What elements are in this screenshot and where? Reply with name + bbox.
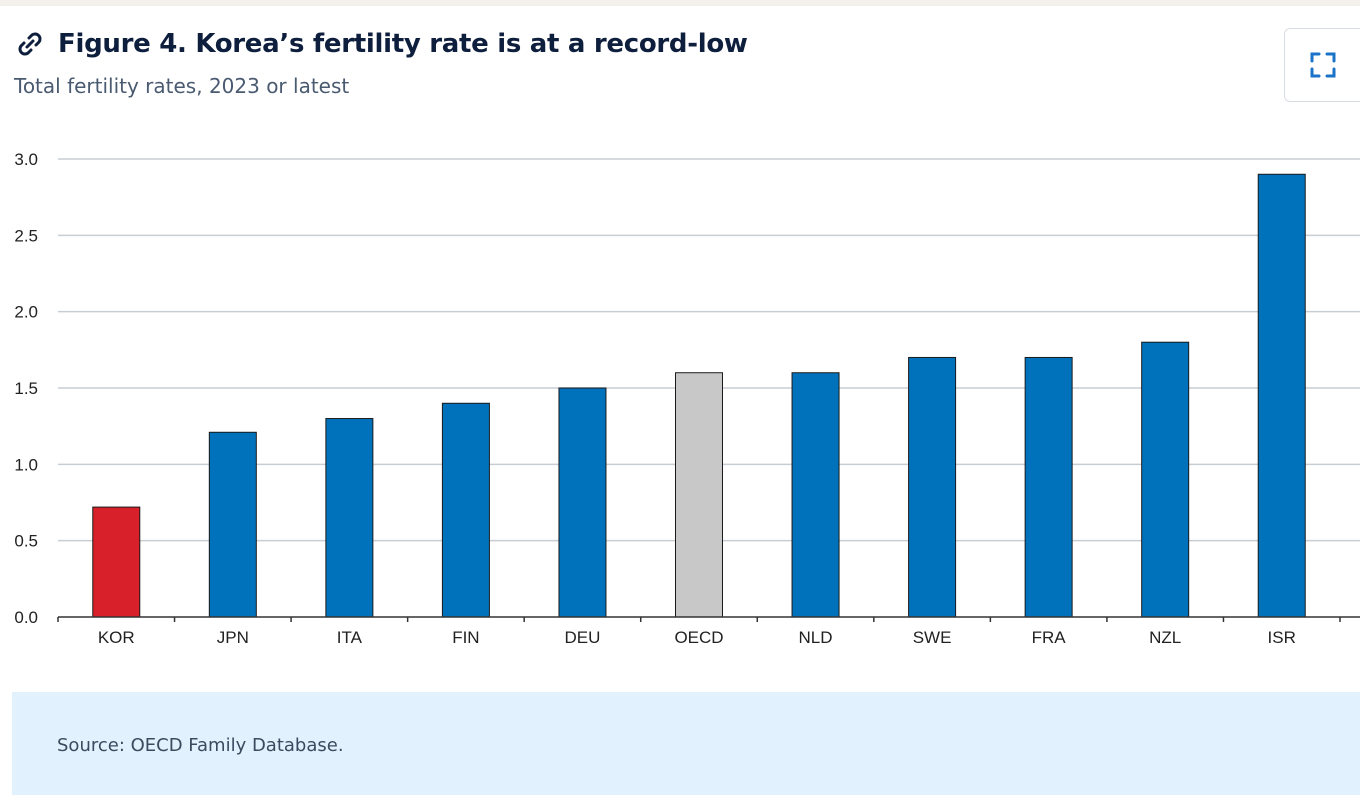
- bar-oecd: [675, 372, 723, 618]
- y-tick-label: 0.0: [14, 608, 38, 627]
- bar-isr: [1257, 173, 1306, 618]
- bar-nld: [791, 372, 840, 618]
- x-tick-label: OECD: [674, 628, 723, 647]
- x-tick-label: NZL: [1149, 628, 1181, 647]
- bar-fra: [1024, 356, 1073, 618]
- figure-header: Figure 4. Korea’s fertility rate is at a…: [14, 28, 1254, 98]
- bar-deu: [558, 387, 607, 618]
- y-tick-label: 0.5: [14, 532, 38, 551]
- x-tick-label: NLD: [799, 628, 833, 647]
- x-tick-label: SWE: [913, 628, 952, 647]
- figure-card: Figure 4. Korea’s fertility rate is at a…: [0, 6, 1360, 795]
- bar-ita: [325, 418, 374, 618]
- x-tick-label: DEU: [565, 628, 601, 647]
- bar-swe: [908, 356, 957, 618]
- y-tick-label: 2.0: [14, 303, 38, 322]
- x-tick-label: KOR: [98, 628, 135, 647]
- figure-subtitle: Total fertility rates, 2023 or latest: [14, 74, 350, 98]
- fullscreen-button[interactable]: [1284, 28, 1360, 102]
- x-tick-label: FIN: [452, 628, 479, 647]
- figure-title: Figure 4. Korea’s fertility rate is at a…: [58, 29, 748, 59]
- y-tick-label: 2.5: [14, 226, 38, 245]
- title-row: Figure 4. Korea’s fertility rate is at a…: [14, 28, 1254, 60]
- x-tick-label: ISR: [1268, 628, 1296, 647]
- link-icon[interactable]: [14, 28, 46, 60]
- y-tick-label: 3.0: [14, 150, 38, 169]
- fullscreen-expand-icon: [1310, 52, 1336, 78]
- x-tick-label: JPN: [217, 628, 249, 647]
- bar-chart: 0.0 0.5 1.0 1.5 2.0 2.5 3.0 KOR JPN ITA FIN DEU OECD…: [14, 150, 1360, 647]
- y-tick-label: 1.5: [14, 379, 38, 398]
- bar-fin: [441, 402, 490, 618]
- bar-nzl: [1141, 341, 1190, 618]
- source-panel: Source: OECD Family Database.: [12, 692, 1360, 795]
- y-tick-label: 1.0: [14, 455, 38, 474]
- x-tick-label: FRA: [1032, 628, 1067, 647]
- source-note: Source: OECD Family Database.: [57, 735, 344, 756]
- x-tick-label: ITA: [337, 628, 363, 647]
- bar-kor: [92, 506, 141, 618]
- bar-jpn: [208, 431, 257, 618]
